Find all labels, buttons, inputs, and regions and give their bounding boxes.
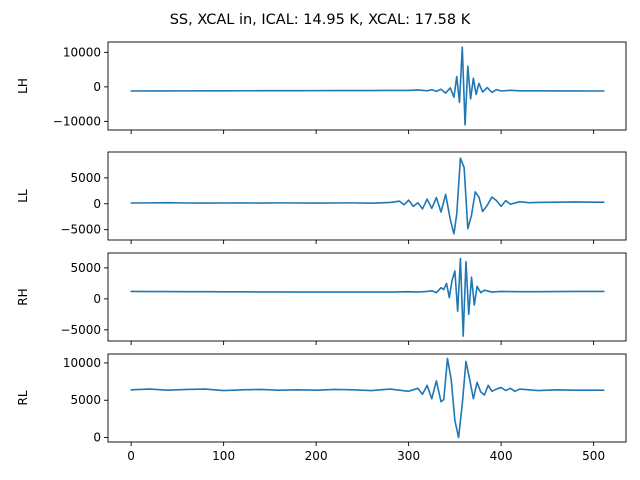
x-tick-label: 300: [397, 449, 420, 463]
y-tick-label: −5000: [60, 223, 101, 237]
y-tick-label: 10000: [63, 45, 101, 59]
subplot-lh: −10000 0 10000 LH: [16, 41, 627, 134]
axes-frame: [107, 151, 627, 241]
x-tick-label: 400: [490, 449, 513, 463]
subplot-rl: 0 5000 10000 0 100 200 300 400 500 RL: [16, 353, 627, 463]
x-tick-label: 200: [305, 449, 328, 463]
axes-frame: [107, 252, 627, 342]
y-tick-label: −5000: [60, 323, 101, 337]
subplot-ll: −5000 0 5000 LL: [16, 151, 627, 244]
y-axis-label: LH: [16, 78, 30, 94]
x-tick-label: 100: [212, 449, 235, 463]
y-axis-label: RH: [16, 288, 30, 305]
y-tick-label: 5000: [70, 261, 101, 275]
y-axis-label: LL: [16, 189, 30, 203]
y-tick-label: 10000: [63, 356, 101, 370]
series-line-lh: [130, 46, 605, 126]
y-tick-label: 0: [93, 197, 101, 211]
y-axis-label: RL: [16, 390, 30, 405]
y-tick-label: −10000: [53, 114, 101, 128]
series-line-ll: [130, 157, 605, 235]
y-tick-label: 5000: [70, 393, 101, 407]
x-tick-label: 500: [582, 449, 605, 463]
subplot-rh: −5000 0 5000 RH: [16, 252, 627, 345]
series-line-rh: [130, 257, 605, 337]
subplots: −10000010000LH−500005000LL−500005000RH05…: [16, 41, 627, 463]
figure-title: SS, XCAL in, ICAL: 14.95 K, XCAL: 17.58 …: [170, 12, 471, 28]
y-tick-label: 0: [93, 80, 101, 94]
axes-frame: [107, 353, 627, 443]
axes-frame: [107, 41, 627, 131]
x-tick-label: 0: [127, 449, 135, 463]
series-line-rl: [130, 357, 605, 439]
y-tick-label: 0: [93, 431, 101, 445]
y-tick-label: 0: [93, 292, 101, 306]
y-tick-label: 5000: [70, 171, 101, 185]
